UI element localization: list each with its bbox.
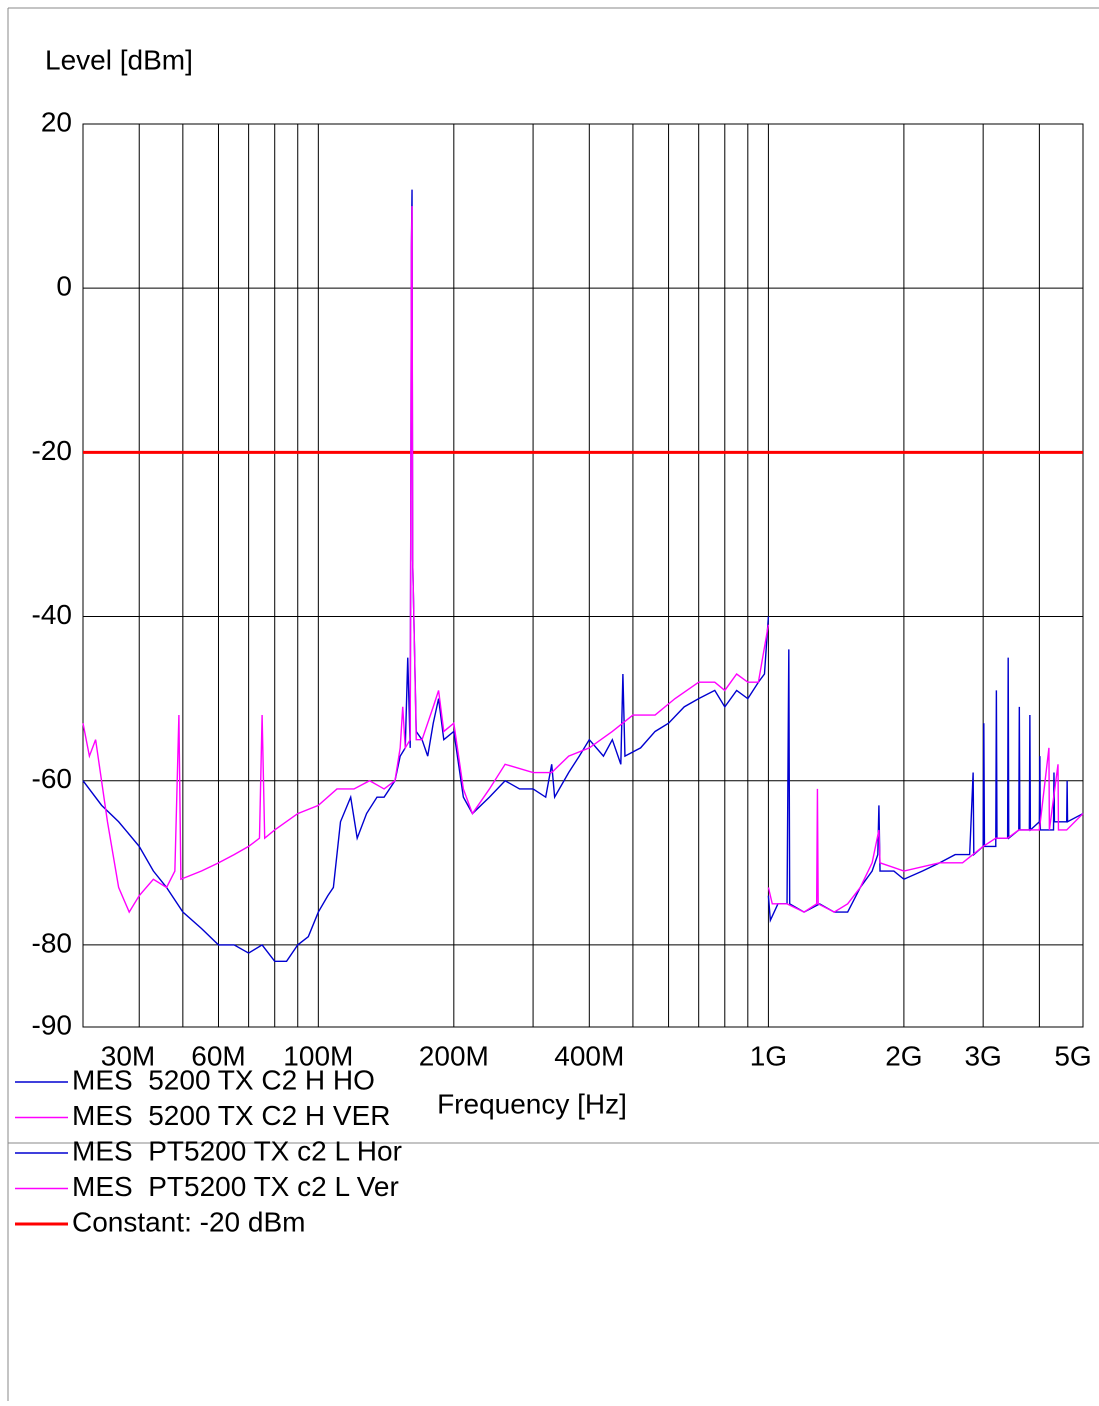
- y-tick-label: -40: [32, 599, 72, 630]
- legend-label: MES 5200 TX C2 H HO: [72, 1064, 375, 1095]
- legend-label: MES 5200 TX C2 H VER: [72, 1100, 391, 1131]
- series-line: [82, 206, 770, 914]
- x-tick-label: 1G: [750, 1040, 787, 1071]
- x-tick-label: 100M: [283, 1040, 353, 1071]
- y-tick-label: -90: [32, 1009, 72, 1040]
- x-axis-label: Frequency [Hz]: [437, 1088, 627, 1119]
- plot-border: [82, 123, 1084, 1028]
- y-tick-label: -20: [32, 435, 72, 466]
- series-line: [82, 189, 770, 963]
- legend-label: MES PT5200 TX c2 L Hor: [72, 1135, 402, 1166]
- x-tick-label: 3G: [964, 1040, 1001, 1071]
- y-tick-label: 20: [41, 106, 72, 137]
- y-tick-label: -60: [32, 763, 72, 794]
- series-line: [767, 649, 1084, 924]
- x-tick-label: 60M: [191, 1040, 245, 1071]
- series-line: [767, 747, 1084, 913]
- legend-label: MES PT5200 TX c2 L Ver: [72, 1171, 399, 1202]
- x-tick-label: 30M: [101, 1040, 155, 1071]
- legend-label: Constant: -20 dBm: [72, 1206, 305, 1237]
- x-tick-label: 5G: [1054, 1040, 1091, 1071]
- x-tick-label: 200M: [419, 1040, 489, 1071]
- y-tick-label: 0: [56, 271, 72, 302]
- x-tick-label: 400M: [554, 1040, 624, 1071]
- y-axis-label: Level [dBm]: [45, 44, 193, 75]
- x-tick-label: 2G: [885, 1040, 922, 1071]
- y-tick-label: -80: [32, 927, 72, 958]
